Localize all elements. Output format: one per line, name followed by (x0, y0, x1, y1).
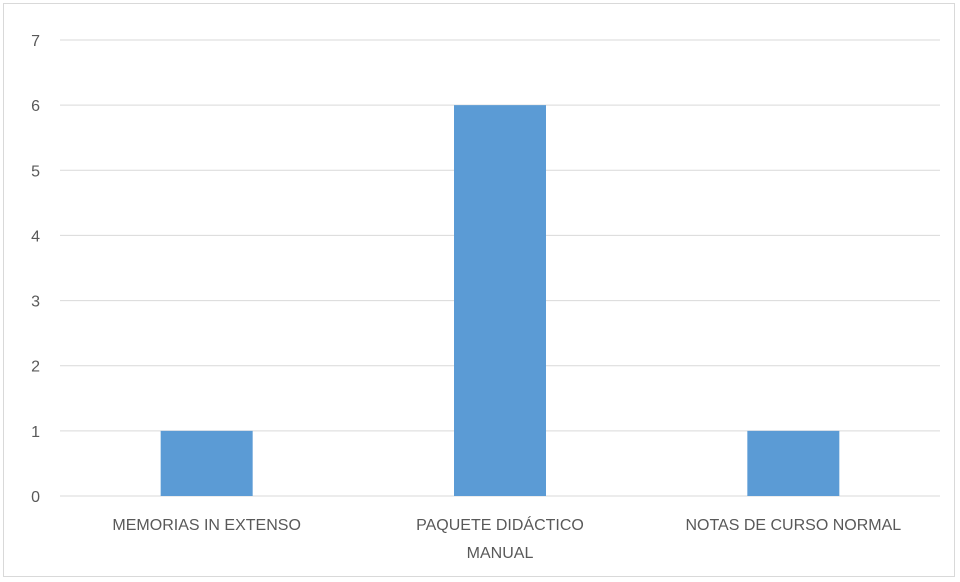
y-tick-label: 6 (31, 98, 40, 115)
category-label: MEMORIAS IN EXTENSO (112, 517, 300, 534)
y-tick-label: 3 (31, 294, 40, 311)
bar (747, 430, 840, 496)
y-tick-label: 0 (31, 489, 40, 506)
x-axis-category-labels: MEMORIAS IN EXTENSO PAQUETE DIDÁCTICO MANU… (112, 515, 901, 562)
y-tick-label: 1 (31, 424, 40, 441)
category-label: NOTAS DE CURSO NORMAL (685, 517, 901, 534)
category-label: PAQUETE DIDÁCTICO MANUAL (416, 515, 584, 562)
y-tick-label: 7 (31, 33, 40, 50)
y-axis-tick-labels: 0 1 2 3 4 5 6 7 (31, 33, 40, 506)
bar (454, 105, 546, 497)
bar (160, 430, 253, 496)
y-tick-label: 4 (31, 228, 40, 245)
y-tick-label: 5 (31, 163, 40, 180)
bars (160, 105, 840, 497)
y-tick-label: 2 (31, 359, 40, 376)
